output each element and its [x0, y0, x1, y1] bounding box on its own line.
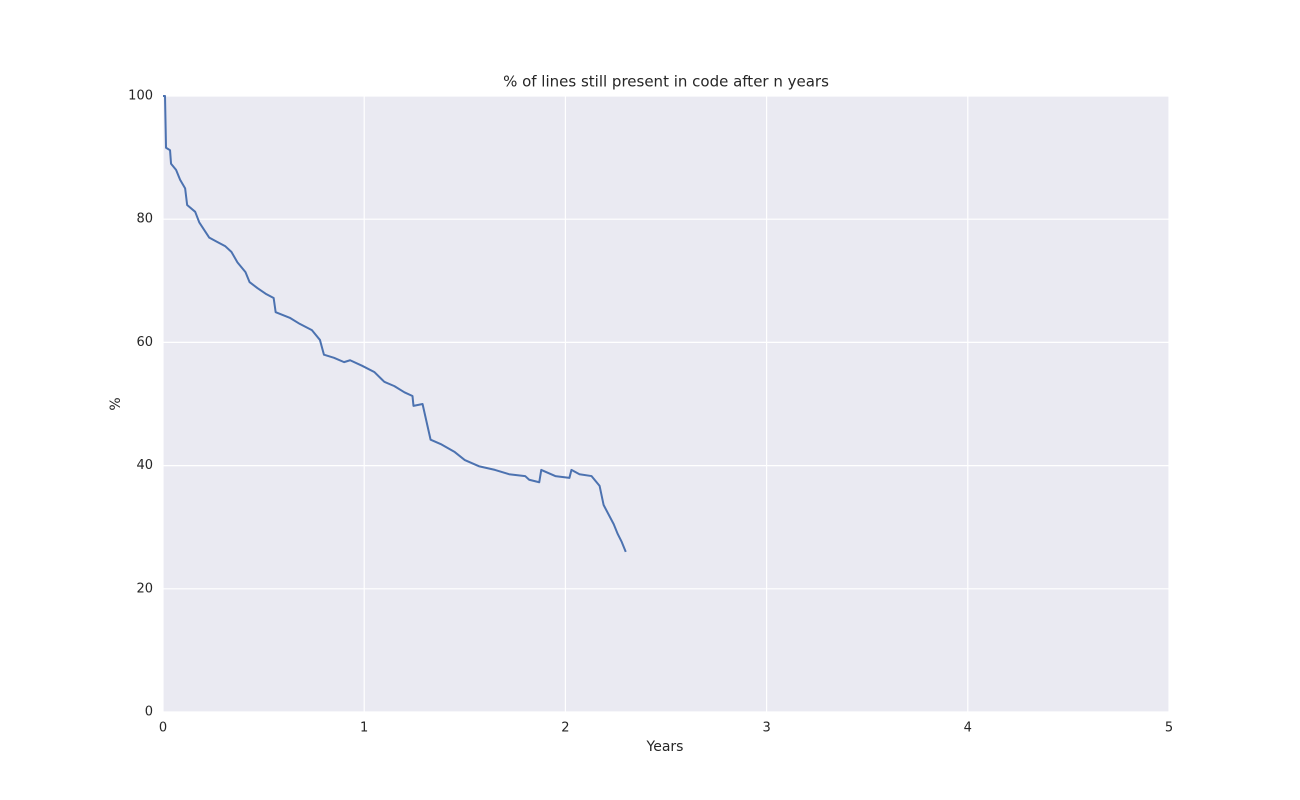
- y-tick-label: 40: [136, 458, 153, 473]
- chart-title: % of lines still present in code after n…: [503, 73, 829, 91]
- x-tick-label: 0: [159, 721, 167, 736]
- x-tick-label: 2: [561, 721, 569, 736]
- y-tick-label: 60: [136, 335, 153, 350]
- x-tick-label: 1: [360, 721, 368, 736]
- data-line: [163, 95, 627, 553]
- x-tick-label: 4: [964, 721, 972, 736]
- x-tick-label: 5: [1165, 721, 1173, 736]
- y-tick-label: 0: [145, 705, 153, 720]
- x-tick-label: 3: [762, 721, 770, 736]
- x-axis-label: Years: [646, 739, 684, 755]
- plot-area: [163, 96, 1169, 712]
- y-tick-label: 80: [136, 212, 153, 227]
- y-tick-label: 20: [136, 581, 153, 596]
- y-tick-label: 100: [128, 89, 153, 104]
- y-axis-label: %: [108, 397, 124, 410]
